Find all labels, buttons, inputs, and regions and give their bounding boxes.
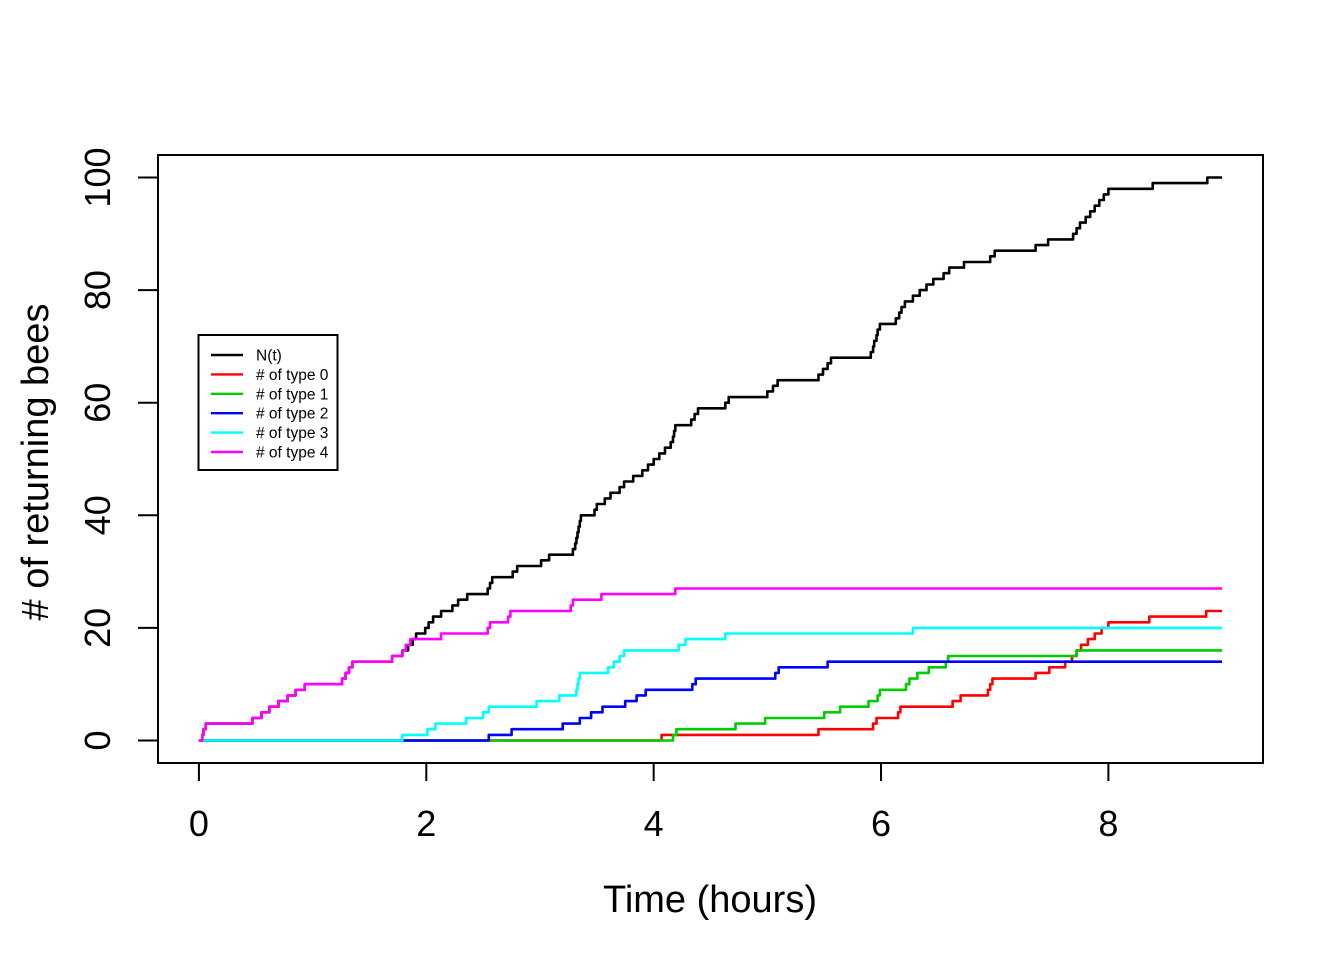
y-tick-label: 20 <box>77 608 118 648</box>
series-line-nt <box>198 176 1223 742</box>
x-axis-title: Time (hours) <box>603 879 817 921</box>
y-axis-title: # of returning bees <box>15 304 57 621</box>
legend-label-type0: # of type 0 <box>256 367 329 384</box>
series-line-type4 <box>198 587 1223 742</box>
plot-box <box>157 154 1264 764</box>
y-tick-label: 40 <box>77 495 118 535</box>
series-line-type1 <box>198 649 1223 742</box>
x-tick-label: 8 <box>1098 803 1118 844</box>
legend-label-type2: # of type 2 <box>256 406 328 423</box>
y-tick-label: 80 <box>77 270 118 310</box>
legend-label-type1: # of type 1 <box>256 386 328 403</box>
legend-label-type3: # of type 3 <box>256 425 328 442</box>
y-tick-label: 0 <box>77 730 118 750</box>
legend-box <box>197 334 339 471</box>
series-line-type2 <box>198 660 1223 742</box>
x-tick-label: 0 <box>189 803 209 844</box>
series-line-type0 <box>198 609 1223 742</box>
legend-label-nt: N(t) <box>256 348 282 365</box>
legend-label-type4: # of type 4 <box>256 445 329 462</box>
y-tick-label: 100 <box>77 147 118 207</box>
y-tick-label: 60 <box>77 383 118 423</box>
x-tick-label: 2 <box>416 803 436 844</box>
x-tick-label: 4 <box>644 803 664 844</box>
x-tick-label: 6 <box>871 803 891 844</box>
series-line-type3 <box>198 626 1223 742</box>
